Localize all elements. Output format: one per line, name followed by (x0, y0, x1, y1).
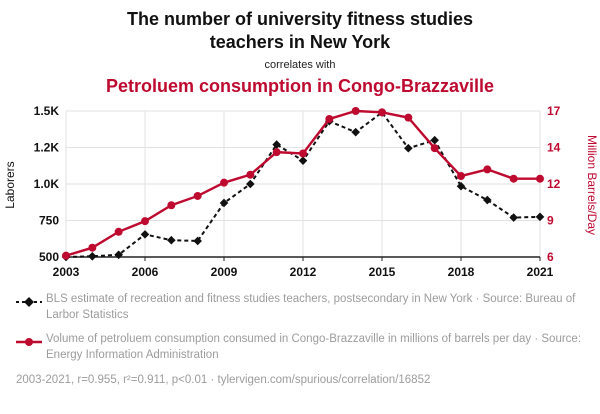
right-tick-label: 14 (547, 141, 561, 155)
left-axis-label: Laborers (3, 161, 17, 208)
circle-marker (167, 201, 176, 210)
left-tick-label: 750 (39, 214, 59, 228)
left-tick-label: 1.0K (34, 177, 60, 191)
x-tick-label: 2009 (211, 265, 238, 279)
correlates-with-label: correlates with (264, 59, 336, 71)
left-tick-label: 500 (39, 250, 59, 264)
x-tick-label: 2015 (369, 265, 396, 279)
x-tick-label: 2006 (132, 265, 159, 279)
left-tick-label: 1.5K (34, 104, 60, 118)
diamond-marker (298, 156, 308, 165)
page-subtitle: Petroluem consumption in Congo-Brazzavil… (105, 76, 495, 96)
circle-marker (272, 148, 281, 157)
legend-text-teachers: BLS estimate of recreation and fitness s… (46, 293, 576, 321)
diamond-marker (535, 212, 545, 222)
x-tick-label: 2012 (290, 265, 317, 279)
black-dashed-diamond-series-icon (16, 292, 46, 313)
circle-marker (88, 243, 97, 252)
circle-marker (299, 149, 307, 158)
correlation-chart: Laborers Million Barrels/Day 2003 2006 200… (3, 104, 599, 279)
diamond-marker (351, 127, 360, 137)
right-tick-label: 6 (547, 250, 554, 264)
left-tick-label: 1.2K (34, 141, 60, 155)
circle-marker (457, 172, 465, 181)
diamond-marker (88, 251, 97, 261)
footer-stats: 2003-2021, r=0.955, r²=0.911, p<0.01 · t… (16, 374, 431, 387)
chart-area: Laborers Million Barrels/Day 2003 2006 200… (0, 101, 600, 288)
circle-marker (509, 174, 518, 183)
right-axis-label: Million Barrels/Day (585, 135, 599, 235)
diamond-marker (509, 213, 518, 222)
circle-marker (220, 178, 228, 187)
legend-text-petroleum: Volume of petroluem consumption consumed… (46, 333, 582, 361)
x-tick-label: 2003 (53, 265, 80, 279)
circle-marker (246, 170, 255, 179)
right-tick-label: 17 (547, 104, 561, 118)
diamond-marker (114, 250, 123, 260)
diamond-marker (404, 143, 413, 153)
right-tick-label: 9 (547, 214, 554, 228)
diamond-marker (483, 195, 492, 205)
page-title: The number of university fitness studies… (126, 9, 474, 52)
diamond-marker (140, 230, 150, 239)
diamond-marker (456, 181, 466, 191)
circle-marker (193, 191, 202, 200)
diamond-marker (167, 235, 176, 245)
x-tick-label: 2018 (448, 265, 475, 279)
circle-marker (325, 114, 334, 123)
legend-item-petroleum: Volume of petroluem consumption consumed… (16, 332, 584, 363)
circle-marker (141, 217, 149, 226)
circle-marker (404, 113, 413, 122)
chart-header: The number of university fitness studies… (0, 8, 600, 97)
circle-marker (351, 107, 360, 115)
circle-marker (430, 144, 439, 153)
circle-marker (483, 165, 492, 174)
right-tick-label: 12 (547, 177, 561, 191)
diamond-marker (193, 236, 202, 246)
circle-marker (114, 227, 123, 236)
circle-marker (378, 108, 386, 117)
circle-marker (536, 174, 544, 183)
legend: BLS estimate of recreation and fitness s… (0, 288, 600, 372)
diamond-marker (246, 179, 255, 189)
legend-item-teachers: BLS estimate of recreation and fitness s… (16, 292, 584, 323)
red-line-circle-series-icon (16, 332, 46, 353)
x-tick-label: 2021 (527, 265, 554, 279)
circle-marker (62, 251, 70, 260)
